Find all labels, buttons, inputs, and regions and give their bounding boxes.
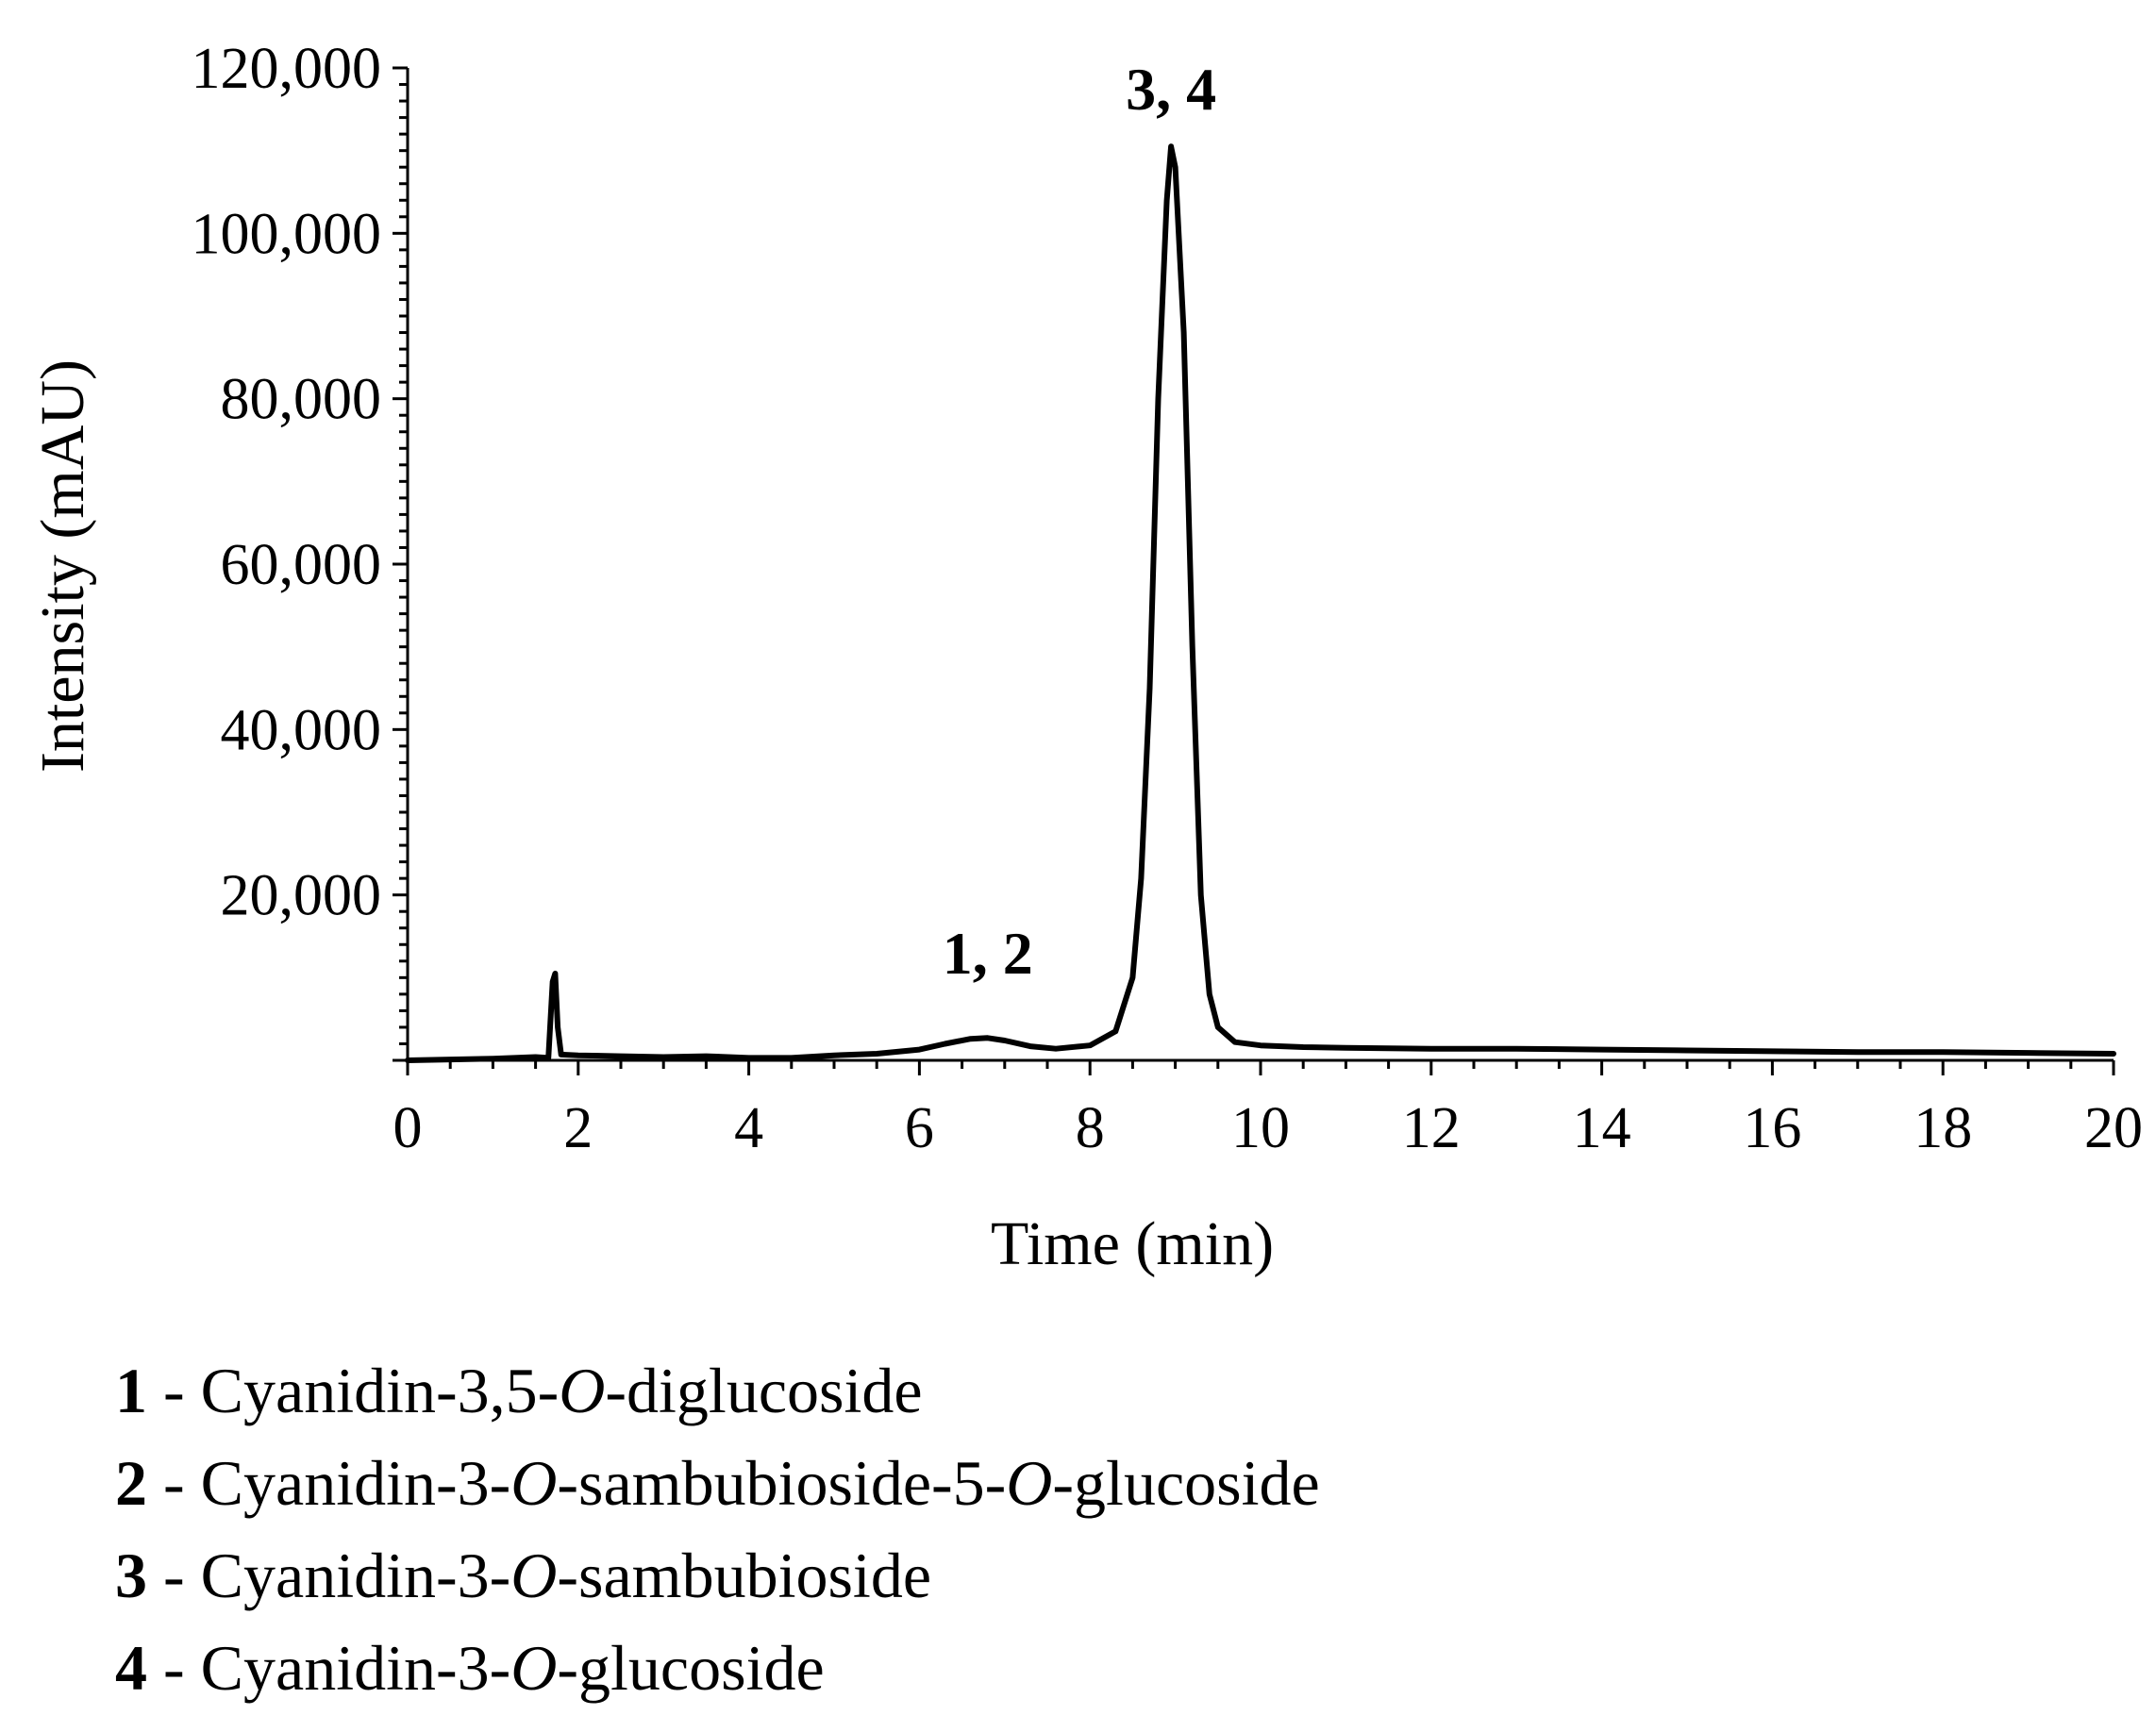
legend-item-text: -sambubioside (557, 1540, 932, 1611)
legend-italic-o: O (559, 1355, 606, 1426)
legend-item-text: -sambubioside-5- (557, 1447, 1007, 1519)
x-tick-label: 0 (393, 1096, 423, 1160)
legend-item-text: -diglucoside (605, 1355, 923, 1426)
legend-item-number: 1 (115, 1355, 147, 1426)
legend-item-separator: - (147, 1540, 201, 1611)
y-axis-ticks: 20,000 40,000 60,000 80,000 100,000 120,000 (192, 37, 408, 1062)
compound-legend: 1 - Cyanidin-3,5-O-diglucoside 2 - Cyanid… (115, 1344, 1320, 1714)
legend-item-text: -glucoside (1052, 1447, 1320, 1519)
x-tick-label: 12 (1402, 1096, 1461, 1160)
x-axis-ticks: 0 2 4 6 8 10 12 14 16 18 20 (393, 1060, 2143, 1160)
legend-item-text: Cyanidin-3,5- (200, 1355, 560, 1426)
y-tick-label: 100,000 (192, 202, 382, 266)
x-tick-label: 20 (2084, 1096, 2143, 1160)
legend-item-separator: - (147, 1355, 201, 1426)
y-tick-label: 60,000 (221, 533, 382, 597)
legend-item: 4 - Cyanidin-3-O-glucoside (115, 1622, 1320, 1714)
legend-item-number: 2 (115, 1447, 147, 1519)
peak-label: 3, 4 (1126, 56, 1216, 123)
legend-italic-o: O (1006, 1447, 1053, 1519)
legend-item: 3 - Cyanidin-3-O-sambubioside (115, 1529, 1320, 1622)
peak-annotations: 1, 2 3, 4 (943, 56, 1216, 987)
peak-label: 1, 2 (943, 920, 1033, 987)
y-tick-label: 80,000 (221, 368, 382, 432)
y-tick-label: 20,000 (221, 864, 382, 928)
chromatogram-trace (405, 143, 2116, 1063)
x-tick-label: 10 (1231, 1096, 1290, 1160)
y-tick-label: 40,000 (221, 698, 382, 762)
x-tick-label: 4 (734, 1096, 763, 1160)
x-tick-label: 16 (1743, 1096, 1801, 1160)
legend-item-separator: - (147, 1447, 201, 1519)
legend-item-number: 3 (115, 1540, 147, 1611)
legend-item: 2 - Cyanidin-3-O-sambubioside-5-O-glucos… (115, 1437, 1320, 1529)
y-tick-label: 120,000 (192, 37, 382, 101)
legend-item-text: Cyanidin-3- (200, 1632, 511, 1704)
chromatogram-chart: 20,000 40,000 60,000 80,000 100,000 120,000 0… (28, 37, 2143, 1278)
legend-italic-o: O (510, 1632, 558, 1704)
legend-item-text: Cyanidin-3- (200, 1540, 511, 1611)
x-tick-label: 18 (1914, 1096, 1972, 1160)
x-tick-label: 14 (1573, 1096, 1631, 1160)
legend-italic-o: O (510, 1540, 558, 1611)
x-tick-label: 2 (563, 1096, 593, 1160)
legend-item-text: Cyanidin-3- (200, 1447, 511, 1519)
legend-item-number: 4 (115, 1632, 147, 1704)
legend-item-text: -glucoside (557, 1632, 825, 1704)
legend-item: 1 - Cyanidin-3,5-O-diglucoside (115, 1344, 1320, 1437)
legend-item-separator: - (147, 1632, 201, 1704)
x-axis-label: Time (min) (991, 1209, 1274, 1278)
legend-italic-o: O (510, 1447, 558, 1519)
y-axis-label: Intensity (mAU) (28, 359, 97, 773)
x-tick-label: 6 (905, 1096, 934, 1160)
x-tick-label: 8 (1076, 1096, 1105, 1160)
